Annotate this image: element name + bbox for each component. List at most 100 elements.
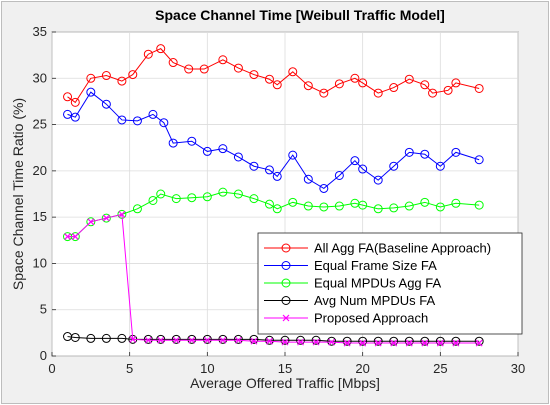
data-point <box>233 63 243 73</box>
series-line <box>67 91 480 190</box>
data-point <box>86 217 96 227</box>
y-tick-label: 15 <box>33 209 47 224</box>
data-point <box>249 70 259 80</box>
legend-item: Proposed Approach <box>264 311 428 326</box>
chart-title: Space Channel Time [Weibull Traffic Mode… <box>155 7 445 23</box>
data-point <box>249 194 259 204</box>
data-point <box>157 336 165 344</box>
data-point <box>436 339 444 347</box>
data-point <box>435 202 445 212</box>
legend-marker <box>281 261 291 270</box>
data-point <box>373 204 383 214</box>
data-point <box>451 147 461 157</box>
legend-item: Equal MPDUs Agg FA <box>264 276 441 291</box>
data-point <box>233 334 243 344</box>
data-point <box>70 112 80 122</box>
data-point <box>281 338 289 346</box>
legend-item: Avg Num MPDUs FA <box>264 293 435 308</box>
y-tick-label: 20 <box>33 163 47 178</box>
data-point <box>334 170 344 180</box>
data-point <box>296 335 306 345</box>
data-point <box>389 203 399 213</box>
data-point <box>143 334 153 344</box>
y-tick-label: 10 <box>33 255 47 270</box>
data-point <box>435 161 445 171</box>
data-point <box>184 64 194 74</box>
legend-label: Avg Num MPDUs FA <box>314 293 435 308</box>
data-point <box>199 64 209 74</box>
data-point <box>334 79 344 89</box>
data-point <box>101 333 111 343</box>
data-point <box>156 334 166 344</box>
data-point <box>202 334 212 344</box>
data-point <box>187 136 197 146</box>
data-point <box>86 87 96 97</box>
data-point <box>234 336 242 344</box>
data-point <box>156 189 166 199</box>
data-point <box>187 334 197 344</box>
series-line <box>67 336 480 342</box>
y-tick-label: 5 <box>40 302 47 317</box>
data-point <box>148 109 158 119</box>
data-point <box>420 336 430 346</box>
data-point <box>118 210 126 218</box>
data-point <box>390 339 398 347</box>
data-point <box>272 80 282 90</box>
data-point <box>303 174 313 184</box>
data-point <box>343 339 351 347</box>
x-tick-label: 30 <box>511 361 525 376</box>
data-point <box>288 67 298 77</box>
data-point <box>451 198 461 208</box>
data-point <box>187 193 197 203</box>
data-point <box>218 334 228 344</box>
data-point <box>233 152 243 162</box>
data-point <box>389 83 399 93</box>
data-point <box>102 214 110 222</box>
axis-ticks: 0 5 10 15 20 25 30 0 5 10 15 20 25 30 35 <box>33 24 526 376</box>
data-point <box>443 85 453 95</box>
data-point <box>101 71 111 81</box>
series-4 <box>64 210 483 347</box>
data-point <box>428 88 438 98</box>
data-point <box>374 339 382 347</box>
data-point <box>218 144 228 154</box>
data-point <box>117 333 127 343</box>
data-point <box>312 338 320 346</box>
data-point <box>373 175 383 185</box>
data-point <box>404 201 414 211</box>
data-point <box>86 73 96 83</box>
data-point <box>342 336 352 346</box>
x-tick-label: 15 <box>278 361 292 376</box>
data-point <box>475 339 483 347</box>
legend-item: Equal Frame Size FA <box>264 258 437 273</box>
x-tick-label: 0 <box>48 361 55 376</box>
data-point <box>63 92 73 102</box>
y-tick-label: 30 <box>33 70 47 85</box>
series-line <box>67 191 480 238</box>
x-tick-label: 25 <box>433 361 447 376</box>
data-point <box>303 201 313 211</box>
series-1 <box>63 87 484 193</box>
data-point <box>266 337 273 345</box>
data-point <box>373 336 383 346</box>
data-point <box>249 334 259 344</box>
data-point <box>233 189 243 199</box>
data-point <box>159 118 169 128</box>
legend-label: All Agg FA(Baseline Approach) <box>314 241 491 256</box>
data-point <box>474 336 484 346</box>
y-tick-label: 35 <box>33 24 47 39</box>
data-point <box>86 333 96 343</box>
data-point <box>171 194 181 204</box>
legend-label: Equal Frame Size FA <box>314 258 437 273</box>
legend-marker <box>281 278 291 288</box>
legend-marker <box>282 314 290 322</box>
data-point <box>288 197 298 207</box>
data-point <box>87 218 95 226</box>
data-point <box>420 197 430 207</box>
data-point <box>143 49 153 59</box>
data-point <box>297 338 304 346</box>
data-point <box>70 332 80 342</box>
data-point <box>358 164 368 174</box>
x-tick-label: 20 <box>355 361 369 376</box>
legend-item: All Agg FA(Baseline Approach) <box>264 241 491 256</box>
